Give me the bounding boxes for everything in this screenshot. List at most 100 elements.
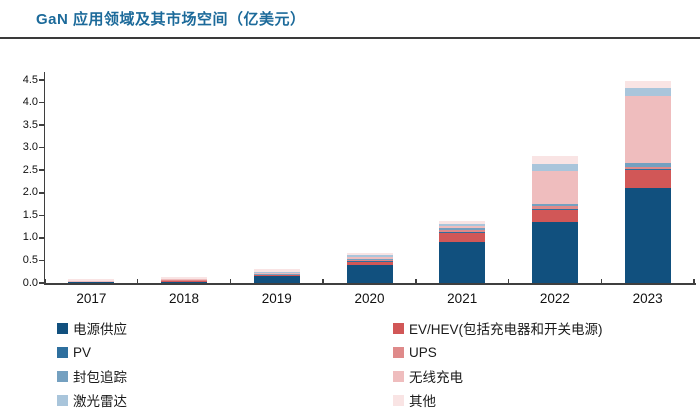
y-axis-line [43,72,45,285]
bar-segment-lidar-2022 [531,164,578,172]
bar-segment-power-supply-2022 [531,222,578,283]
x-tick-label: 2019 [261,291,292,306]
y-tick-mark [38,169,44,171]
legend-item-ev-hev: EV/HEV(包括充电器和开关电源) [393,320,603,337]
legend-item-power-supply: 电源供应 [57,320,127,337]
bar-segment-pv-2022 [531,208,578,210]
legend-item-ups: UPS [393,344,437,360]
bar-segment-envelope-tracking-2023 [624,163,671,167]
legend-swatch-ev-hev [393,322,404,334]
y-tick-mark [38,214,44,217]
legend-swatch-envelope-tracking [57,370,68,382]
x-tick-mark [600,278,603,285]
bar-segment-others-2021 [439,221,486,224]
y-tick-label: 3.0 [22,141,38,154]
bar-segment-lidar-2021 [439,223,486,227]
y-tick-mark [38,192,44,194]
legend-label-lidar: 激光雷达 [73,394,127,409]
y-tick-label: 0.0 [22,276,38,289]
bar-segment-ups-2023 [624,166,671,169]
x-tick-label: 2018 [169,291,200,306]
legend-item-lidar: 激光雷达 [57,392,127,409]
bar-segment-ev-hev-2021 [439,233,486,243]
bar-segment-power-supply-2020 [346,264,393,283]
legend-label-power-supply: 电源供应 [73,322,127,337]
bar-segment-power-supply-2019 [253,276,300,283]
legend-label-envelope-tracking: 封包追踪 [73,370,127,385]
y-tick-label: 4.5 [22,73,38,86]
title-divider [0,37,700,39]
x-tick-mark [136,278,139,285]
x-axis-line [43,283,696,285]
bar-segment-wireless-charging-2023 [624,95,671,164]
y-tick-label: 4.0 [22,96,38,109]
bar-segment-ev-hev-2020 [346,261,393,265]
bar-segment-others-2022 [531,156,578,165]
x-tick-label: 2022 [539,291,570,306]
bar-segment-ups-2020 [346,259,393,262]
y-tick-label: 1.0 [22,231,38,244]
legend-item-wireless-charging: 无线充电 [393,368,463,385]
bar-segment-envelope-tracking-2021 [439,227,486,230]
y-tick-mark [38,237,44,239]
y-tick-label: 1.5 [22,208,38,221]
x-tick-label: 2023 [632,291,663,306]
bar-segment-wireless-charging-2020 [346,256,393,259]
legend-item-envelope-tracking: 封包追踪 [57,368,127,385]
legend-swatch-lidar [57,394,68,406]
legend-swatch-pv [57,346,68,358]
bar-segment-lidar-2023 [624,87,671,96]
bar-segment-ups-2022 [531,205,578,209]
legend-item-others: 其他 [393,392,436,409]
bar-segment-others-2020 [346,252,393,256]
x-tick-mark [229,278,232,285]
legend-swatch-others [393,394,404,406]
y-tick-label: 2.0 [22,186,38,199]
legend-label-pv: PV [73,344,92,360]
bar-segment-others-2019 [253,269,300,272]
x-tick-label: 2021 [447,291,478,306]
bar-segment-envelope-tracking-2022 [531,203,578,206]
bar-segment-power-supply-2017 [68,281,115,283]
bar-segment-wireless-charging-2019 [253,272,300,274]
x-tick-mark [322,278,324,285]
legend-label-ups: UPS [409,344,437,360]
bar-segment-wireless-charging-2022 [531,171,578,204]
x-tick-label: 2020 [354,291,385,306]
legend-label-ev-hev: EV/HEV(包括充电器和开关电源) [409,322,603,337]
y-tick-label: 3.5 [22,118,38,131]
bar-segment-ups-2021 [439,229,486,233]
bar-segment-ev-hev-2023 [624,170,671,189]
y-tick-mark [38,79,44,81]
bar-segment-wireless-charging-2021 [439,226,486,228]
legend-label-others: 其他 [409,394,436,409]
y-tick-mark [38,282,44,284]
bar-segment-pv-2021 [439,232,486,234]
bar-segment-ev-hev-2022 [531,209,578,223]
y-tick-mark [38,259,44,262]
bar-segment-wireless-charging-2018 [161,279,208,281]
legend-item-pv: PV [57,344,91,360]
bar-segment-ev-hev-2019 [253,274,300,277]
bar-segment-others-2023 [624,80,671,88]
legend-swatch-wireless-charging [393,370,404,382]
chart-title: GaN 应用领域及其市场空间（亿美元） [36,11,306,28]
bar-segment-others-2018 [161,276,208,280]
x-tick-mark [507,278,510,285]
y-tick-mark [38,101,44,104]
x-tick-mark [693,278,695,285]
bar-segment-power-supply-2021 [439,242,486,283]
y-tick-label: 0.5 [22,253,38,266]
legend-swatch-ups [393,346,404,358]
bar-segment-others-2017 [68,278,115,281]
y-tick-mark [38,124,44,126]
y-tick-mark [38,146,44,149]
legend-swatch-power-supply [57,322,68,334]
bar-segment-envelope-tracking-2020 [346,258,393,260]
x-tick-mark [44,278,46,285]
y-tick-label: 2.5 [22,163,38,176]
legend-label-wireless-charging: 无线充电 [409,370,463,385]
x-tick-mark [415,278,417,285]
x-tick-label: 2017 [76,291,107,306]
